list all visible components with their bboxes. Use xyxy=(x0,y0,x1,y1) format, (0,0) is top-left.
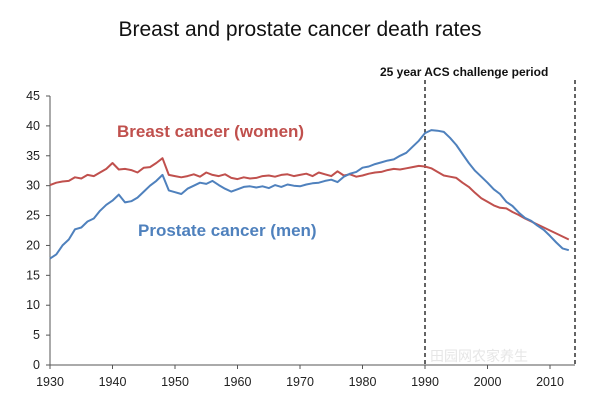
y-tick-label: 35 xyxy=(26,149,40,163)
y-tick-label: 5 xyxy=(33,328,40,342)
y-tick-label: 20 xyxy=(26,238,40,252)
x-tick-label: 1930 xyxy=(36,375,64,389)
y-tick-label: 40 xyxy=(26,119,40,133)
series-line-prostate xyxy=(49,129,570,260)
y-tick-label: 15 xyxy=(26,268,40,282)
y-tick-label: 45 xyxy=(26,89,40,103)
x-tick-label: 1950 xyxy=(161,375,189,389)
x-tick-label: 1980 xyxy=(349,375,377,389)
x-tick-label: 1970 xyxy=(286,375,314,389)
x-tick-label: 2010 xyxy=(536,375,564,389)
x-tick-label: 2000 xyxy=(474,375,502,389)
y-tick-label: 0 xyxy=(33,358,40,372)
watermark: 田园网农家养生 xyxy=(430,348,528,364)
x-tick-label: 1990 xyxy=(411,375,439,389)
series-label-breast: Breast cancer (women) xyxy=(117,122,304,141)
x-tick-label: 1960 xyxy=(224,375,252,389)
y-tick-label: 10 xyxy=(26,298,40,312)
series-label-prostate: Prostate cancer (men) xyxy=(138,221,317,240)
y-tick-label: 25 xyxy=(26,209,40,223)
period-label: 25 year ACS challenge period xyxy=(380,65,548,79)
y-tick-label: 30 xyxy=(26,179,40,193)
chart-title: Breast and prostate cancer death rates xyxy=(118,18,481,41)
series-line-breast xyxy=(49,157,570,241)
x-tick-label: 1940 xyxy=(99,375,127,389)
